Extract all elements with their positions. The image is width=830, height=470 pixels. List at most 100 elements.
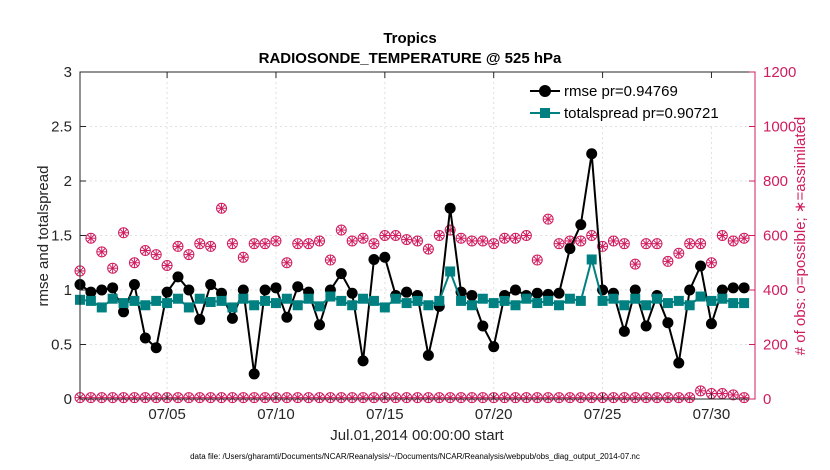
obs-count-low-point: [640, 392, 652, 404]
obs-stroke: [620, 393, 629, 402]
obs-stroke: [522, 231, 531, 240]
y-tick-label: 3: [64, 64, 72, 81]
obs-count-point: [270, 235, 282, 247]
obs-count-point: [553, 238, 565, 250]
totalspread-point: [586, 254, 597, 265]
totalspread-point: [368, 295, 379, 306]
rmse-point: [629, 284, 641, 296]
obs-count-point: [314, 235, 326, 247]
y2-axis-label: # of obs: o=possible; ∗=assimilated: [792, 117, 809, 356]
rmse-point: [335, 268, 347, 280]
obs-count-low-point: [422, 392, 434, 404]
obs-stroke: [130, 258, 139, 267]
obs-count-low-point: [651, 392, 663, 404]
obs-stroke: [195, 393, 204, 402]
totalspread-point: [466, 300, 477, 311]
rmse-point: [673, 357, 685, 369]
totalspread-point: [630, 293, 641, 304]
obs-stroke: [326, 393, 335, 402]
obs-stroke: [97, 393, 106, 402]
rmse-point: [662, 317, 674, 329]
rmse-point: [205, 279, 217, 291]
obs-count-low-point: [695, 385, 707, 397]
obs-count-point: [401, 234, 413, 246]
rmse-point: [466, 289, 478, 301]
totalspread-point: [456, 295, 467, 306]
rmse-point: [422, 349, 434, 361]
totalspread-point: [85, 295, 96, 306]
obs-count-low-point: [96, 392, 108, 404]
totalspread-point: [227, 302, 238, 313]
rmse-point: [357, 355, 369, 367]
x-tick-label: 07/05: [148, 406, 186, 423]
obs-count-point: [662, 255, 674, 267]
obs-stroke: [685, 239, 694, 248]
obs-stroke: [391, 231, 400, 240]
obs-count-point: [542, 213, 554, 225]
obs-count-low-point: [128, 392, 140, 404]
obs-stroke: [674, 249, 683, 258]
totalspread-point: [129, 295, 140, 306]
totalspread-point: [499, 295, 510, 306]
totalspread-point: [684, 300, 695, 311]
obs-stroke: [380, 231, 389, 240]
obs-stroke: [152, 393, 161, 402]
obs-stroke: [108, 393, 117, 402]
rmse-point: [684, 284, 696, 296]
obs-stroke: [566, 393, 574, 402]
obs-stroke: [544, 215, 552, 224]
obs-stroke: [478, 393, 487, 402]
obs-count-point: [96, 246, 108, 258]
obs-count-point: [695, 238, 707, 250]
obs-stroke: [522, 393, 531, 402]
y-tick-label: 0: [64, 391, 72, 408]
obs-count-low-point: [194, 392, 206, 404]
obs-stroke: [250, 239, 259, 248]
obs-stroke: [685, 393, 694, 402]
obs-count-point: [335, 224, 347, 236]
totalspread-point: [325, 291, 336, 302]
obs-stroke: [97, 247, 106, 256]
rmse-point: [118, 306, 130, 318]
obs-count-point: [303, 238, 315, 250]
obs-count-low-point: [564, 392, 576, 404]
obs-count-point: [259, 238, 271, 250]
rmse-point: [531, 287, 543, 299]
rmse-point: [488, 341, 500, 353]
totalspread-point: [641, 300, 652, 311]
obs-count-point: [629, 258, 641, 270]
obs-stroke: [631, 260, 640, 268]
obs-stroke: [555, 393, 563, 402]
obs-count-low-point: [509, 392, 521, 404]
obs-count-low-point: [357, 392, 369, 404]
obs-stroke: [478, 237, 487, 245]
obs-count-point: [390, 230, 402, 241]
obs-count-low-point: [433, 392, 445, 404]
obs-stroke: [348, 237, 357, 245]
obs-stroke: [228, 239, 237, 248]
obs-stroke: [315, 237, 324, 245]
y2-tick-label: 600: [763, 228, 788, 245]
obs-count-point: [607, 235, 619, 247]
obs-count-point: [161, 259, 173, 271]
obs-stroke: [587, 231, 596, 240]
x-tick-label: 07/10: [257, 406, 295, 423]
obs-stroke: [457, 234, 465, 243]
y-tick-label: 1.5: [51, 228, 72, 245]
legend-spread-label: totalspread pr=0.90721: [564, 105, 719, 122]
totalspread-point: [151, 295, 162, 306]
obs-stroke: [261, 393, 269, 402]
obs-count-low-point: [520, 392, 532, 404]
totalspread-point: [281, 293, 292, 304]
obs-stroke: [402, 235, 411, 244]
obs-count-point: [281, 257, 293, 269]
totalspread-point: [554, 300, 565, 311]
obs-count-low-point: [139, 392, 151, 404]
obs-stroke: [511, 234, 520, 243]
obs-count-low-point: [412, 392, 423, 404]
totalspread-series: [75, 254, 750, 313]
totalspread-point: [183, 302, 194, 313]
obs-stroke: [283, 393, 291, 402]
rmse-point: [379, 251, 391, 263]
totalspread-point: [510, 300, 521, 311]
